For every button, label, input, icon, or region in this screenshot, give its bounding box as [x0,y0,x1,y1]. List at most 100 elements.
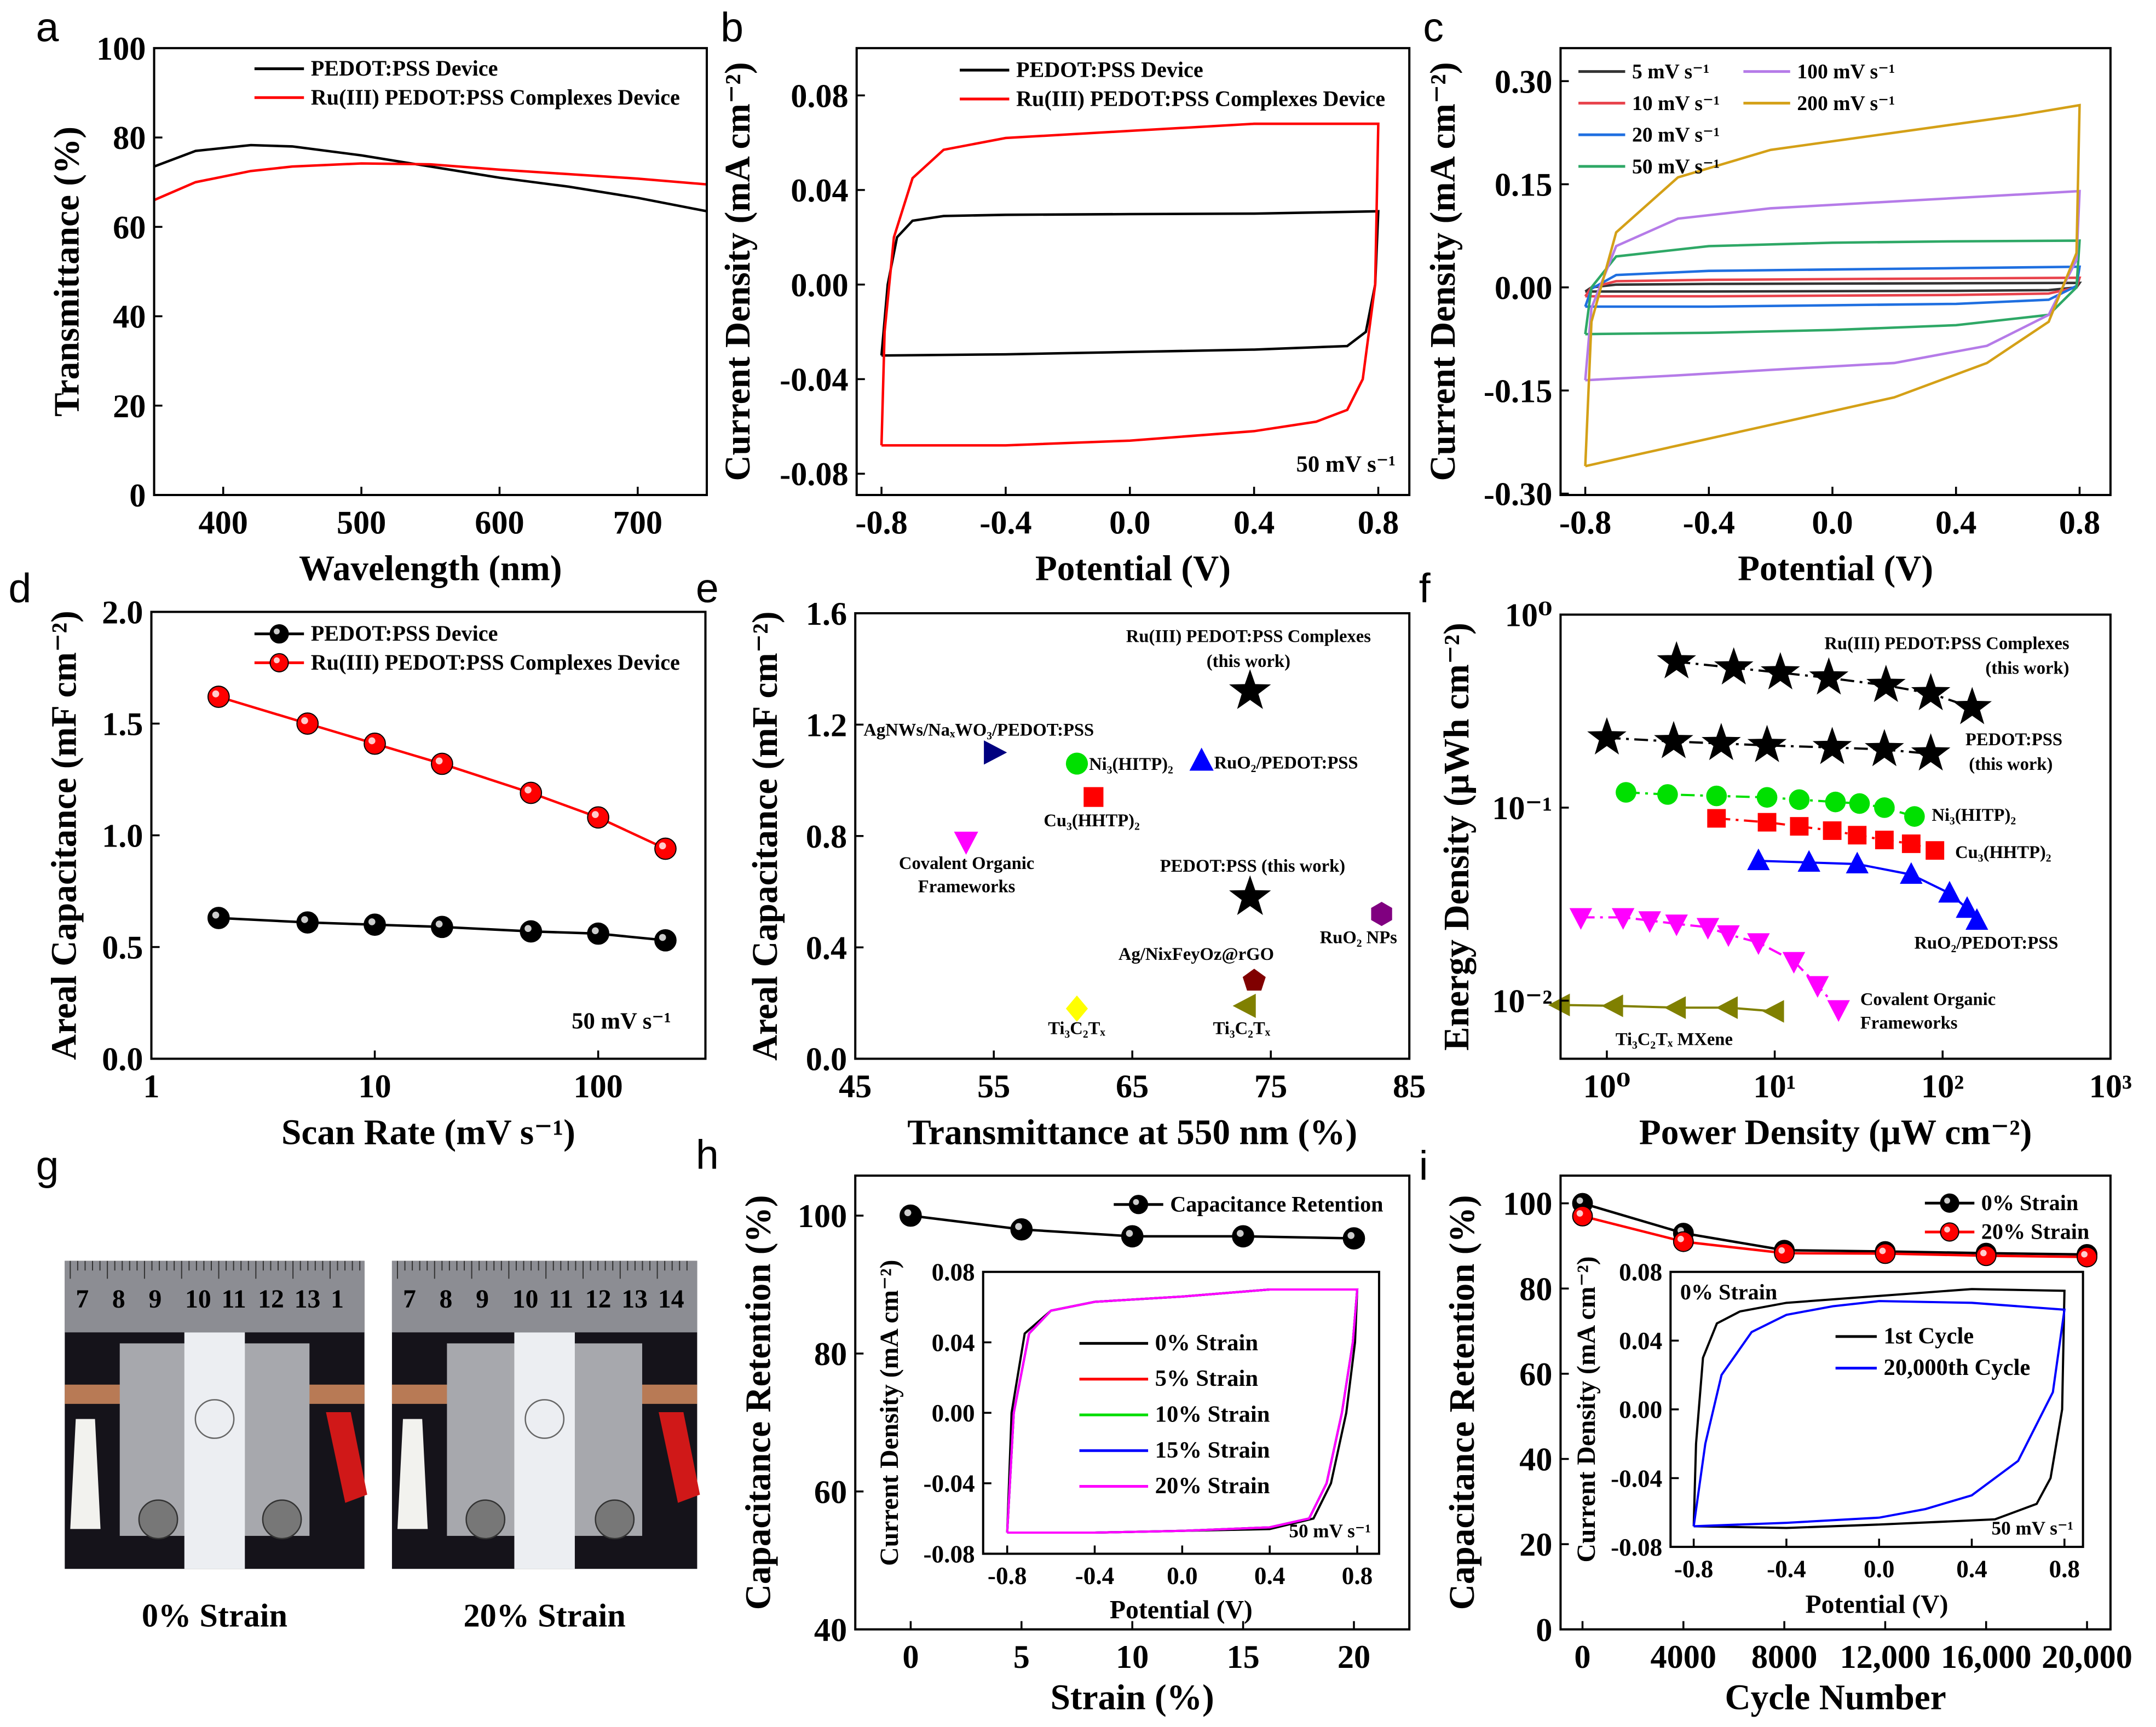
x-tick-label: 12,000 [1840,1639,1931,1676]
x-tick-label: -0.8 [855,504,907,541]
y-tick-label: 0.4 [806,930,847,966]
y-tick-label: 100 [1503,1186,1552,1223]
screw [595,1499,635,1540]
y-tick-label: 1.0 [102,818,143,855]
x-axis-label: Potential (V) [1035,549,1231,589]
data-point [1716,996,1738,1019]
point-highlight [1347,1232,1355,1239]
data-point [1952,687,1992,724]
annotation-label: Ti₃C₂Tₓ [1048,1018,1105,1038]
data-point [1965,908,1988,930]
panel-letter-d: d [8,565,31,611]
data-point [1827,1000,1850,1022]
data-point [207,686,230,708]
x-tick-label: 0 [1574,1639,1590,1676]
legend-label: 20 mV s⁻¹ [1632,124,1720,147]
legend-label: 50 mV s⁻¹ [1632,155,1720,178]
point-highlight [1778,1247,1785,1254]
point-highlight [1133,1199,1139,1205]
panel-h-strain-retention: 0 5 10 15 20 40 60 80 100 Strain (%) Capacitance R… [739,1175,1411,1717]
data-point [587,806,609,829]
y-tick-label: 40 [814,1612,847,1649]
point-highlight [1980,1250,1987,1257]
annotation-label: Covalent Organic [1860,990,1996,1010]
x-tick-label: -0.8 [1559,504,1611,541]
annotation-label: Ru(III) PEDOT:PSS Complexes [1126,627,1371,647]
data-point [1706,785,1727,807]
y-tick-label: 0.15 [1495,167,1552,204]
legend-label: Ru(III) PEDOT:PSS Complexes Device [1016,86,1385,111]
data-point [1065,752,1088,775]
data-point [1714,647,1754,685]
x-tick-label: 20 [1338,1639,1370,1676]
x-axis-label: Power Density (μW cm⁻²) [1639,1113,2032,1152]
legend-label: 20% Strain [1981,1219,2089,1244]
data-point [1812,727,1852,764]
x-tick-label: 20,000 [2042,1639,2132,1676]
data-point [1657,784,1678,805]
panel-i-cycle-retention: 0 4000 8000 12,000 16,000 20,000 0 20 40 60 80 100 C… [1443,1175,2132,1717]
series-10 [1232,993,1256,1018]
ruler-number: 1 [331,1285,344,1314]
series-line [880,122,1380,447]
data-point [1901,834,1921,853]
y-axis-label: Current Density (mA cm⁻²) [875,1260,904,1566]
legend-entry: 5% Strain [1079,1366,1258,1391]
panel-e-comparison: 45 55 65 75 85 0.0 0.4 0.8 1.2 1.6 Transmittance a… [746,596,1426,1152]
series-8 [1242,969,1266,991]
x-tick-label: 85 [1393,1068,1426,1105]
data-point [1875,1243,1896,1264]
data-point [1904,806,1925,827]
series-4 [1006,1288,1359,1534]
x-tick-label: -0.4 [979,504,1031,541]
legend-label: PEDOT:PSS Device [311,621,498,646]
y-axis-label: Capacitance Retention (%) [1443,1195,1482,1610]
panel-letter-h: h [696,1131,719,1177]
series-3 [1189,747,1214,771]
x-tick-label: 0.8 [2049,1555,2080,1582]
point-highlight [1576,1197,1583,1204]
x-tick-label: 0.0 [1167,1562,1197,1590]
plot-frame [1559,613,2112,1060]
x-tick-label: 16,000 [1941,1639,2032,1676]
series-0 [207,907,677,952]
ruler-number: 10 [185,1285,211,1314]
annotation-label: Cu₃(HHTP)₂ [1955,843,2051,862]
plot-frame [1559,1175,2112,1631]
series-line [1582,1202,2088,1256]
y-tick-label: -0.15 [1484,373,1553,410]
legend-entry: 10% Strain [1079,1402,1270,1427]
data-point [520,781,543,804]
series-line [153,162,707,202]
series-1 [880,122,1380,447]
y-tick-label: 0.0 [806,1041,847,1078]
data-point [1229,669,1271,709]
point-highlight [274,657,280,664]
x-tick-label: -0.4 [1767,1555,1806,1582]
legend-entry: Ru(III) PEDOT:PSS Complexes Device [254,85,680,110]
ruler-number: 9 [148,1285,162,1314]
x-tick-label: 0.4 [1956,1555,1987,1582]
annotation-label: Covalent Organic [899,854,1034,873]
series-0 [1692,1288,2066,1529]
point-highlight [1236,1230,1244,1237]
series-1 [207,686,677,860]
annotation-label: Ti₃C₂Tₓ MXene [1616,1029,1733,1049]
data-point [1665,914,1688,936]
x-tick-label: 15 [1226,1639,1259,1676]
y-tick-label: 100 [96,31,146,67]
panel-letter-a: a [36,4,59,50]
data-point [1825,791,1846,813]
y-tick-label: 0.08 [1619,1259,1662,1286]
y-tick-label: 0.00 [1495,270,1552,307]
x-tick-label: 0.8 [1342,1562,1373,1590]
legend-label: 10% Strain [1155,1402,1270,1427]
series-1 [1692,1300,2066,1528]
y-tick-label: 40 [113,299,146,336]
data-point [1611,908,1635,930]
series-0 [153,143,707,212]
plot-frame [855,47,1411,497]
point-highlight [212,690,220,698]
photo-caption: 0% Strain [142,1598,287,1634]
